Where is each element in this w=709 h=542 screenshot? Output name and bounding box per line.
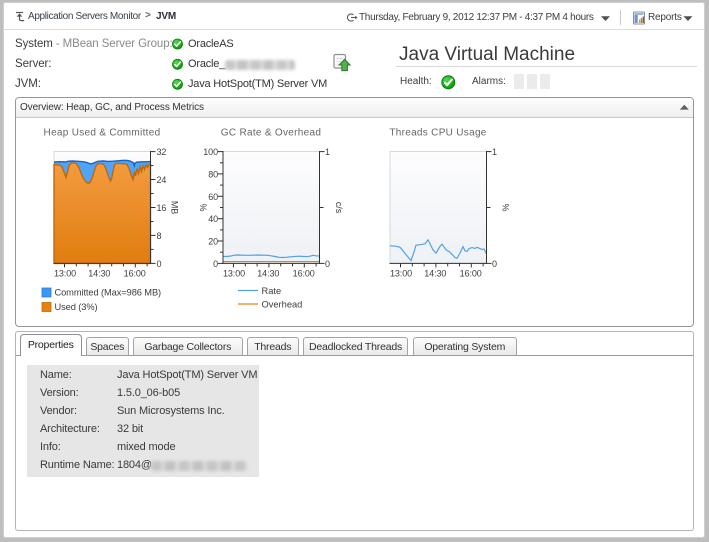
svg-text:13:00: 13:00 xyxy=(54,269,76,279)
svg-text:14:30: 14:30 xyxy=(424,269,446,279)
svg-text:16:00: 16:00 xyxy=(124,269,146,279)
svg-text:0: 0 xyxy=(325,259,330,269)
svg-text:32: 32 xyxy=(157,147,167,157)
svg-text:0: 0 xyxy=(157,259,162,269)
svg-text:GC Rate & Overhead: GC Rate & Overhead xyxy=(221,128,321,139)
svg-text:100: 100 xyxy=(203,147,218,157)
svg-text:0: 0 xyxy=(213,259,218,269)
svg-text:80: 80 xyxy=(208,169,218,179)
svg-text:20: 20 xyxy=(208,237,218,247)
svg-text:16:00: 16:00 xyxy=(293,269,315,279)
svg-text:c/s: c/s xyxy=(334,202,344,214)
svg-text:16:00: 16:00 xyxy=(460,269,482,279)
svg-text:14:30: 14:30 xyxy=(257,269,279,279)
svg-text:16: 16 xyxy=(157,203,167,213)
svg-text:%: % xyxy=(198,204,208,212)
svg-text:Heap Used & Committed: Heap Used & Committed xyxy=(44,128,161,139)
svg-text:14:30: 14:30 xyxy=(88,269,110,279)
svg-text:1: 1 xyxy=(325,147,330,157)
svg-text:13:00: 13:00 xyxy=(390,269,412,279)
svg-text:Overhead: Overhead xyxy=(262,300,303,310)
svg-text:Committed (Max=986 MB): Committed (Max=986 MB) xyxy=(55,288,162,298)
svg-text:Rate: Rate xyxy=(262,286,282,296)
svg-text:0: 0 xyxy=(492,259,497,269)
svg-text:%: % xyxy=(501,204,511,212)
svg-text:Used (3%): Used (3%) xyxy=(55,302,98,312)
svg-text:1: 1 xyxy=(492,147,497,157)
svg-text:13:00: 13:00 xyxy=(223,269,245,279)
svg-text:24: 24 xyxy=(157,175,167,185)
svg-text:40: 40 xyxy=(208,214,218,224)
svg-text:MB: MB xyxy=(170,201,180,214)
svg-text:8: 8 xyxy=(157,231,162,241)
svg-text:60: 60 xyxy=(208,192,218,202)
svg-text:Threads CPU Usage: Threads CPU Usage xyxy=(389,128,486,139)
